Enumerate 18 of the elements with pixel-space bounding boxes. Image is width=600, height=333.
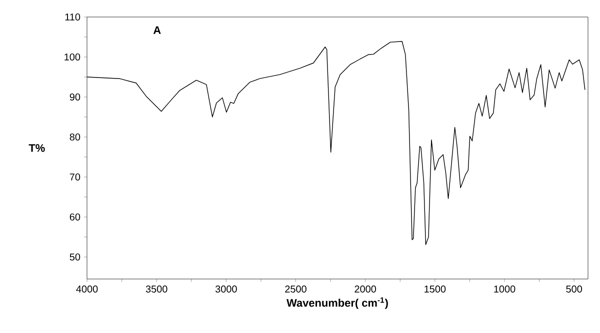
x-tick-label: 4000: [76, 286, 98, 293]
y-tick-label: 50: [70, 253, 80, 261]
y-tick-label: 60: [70, 213, 80, 221]
x-tick-label: 2500: [285, 286, 306, 293]
x-tick-label: 2000: [354, 286, 376, 293]
x-tick-label: 1000: [494, 286, 516, 293]
y-tick-label: 110: [65, 13, 80, 21]
y-tick-label: 90: [70, 93, 80, 101]
y-tick-label: 100: [64, 53, 80, 61]
x-tick-label: 3500: [146, 286, 168, 293]
x-tick-label: 3000: [215, 286, 237, 293]
x-tick-label: 500: [566, 286, 582, 293]
y-axis-title: T%: [28, 144, 45, 152]
y-tick-label: 70: [70, 173, 80, 181]
y-tick-label: 80: [70, 133, 80, 141]
annotation: A: [153, 26, 161, 34]
x-tick-label: 1500: [424, 286, 446, 293]
x-axis-title: Wavenumber( cm$^{-1}$): [286, 297, 388, 309]
